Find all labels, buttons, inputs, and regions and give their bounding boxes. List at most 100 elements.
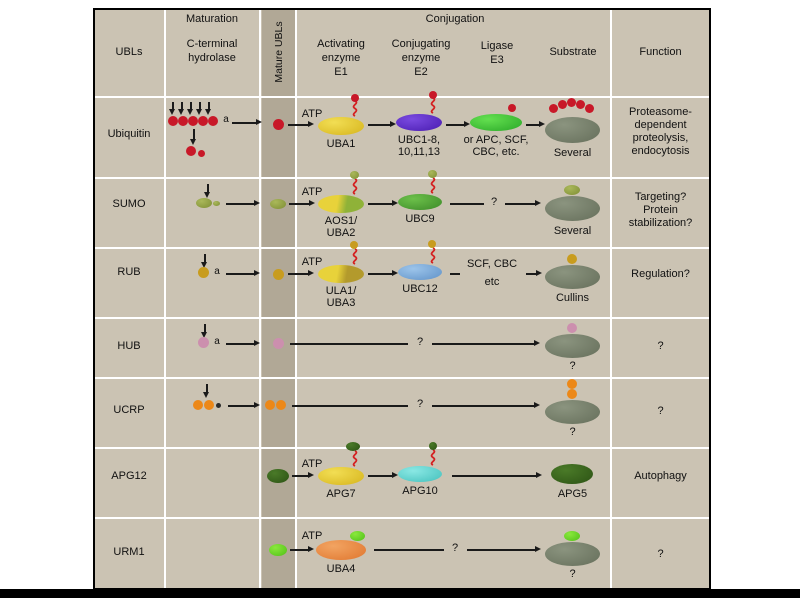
e1-enzyme-oval [318, 117, 364, 135]
e1-label-line2: UBA2 [326, 227, 356, 239]
sumo-dot [564, 185, 580, 195]
row-apg12-label: APG12 [111, 470, 147, 482]
atp-label: ATP [301, 108, 323, 120]
ubiquitin-dot [508, 104, 516, 112]
e1-label-line1: ULA1/ [325, 285, 357, 297]
rub-dot [350, 241, 358, 249]
arrow-down-icon [201, 324, 207, 338]
row-rub-label: RUB [117, 266, 141, 278]
function-line1: ? [657, 548, 664, 560]
pathway-line [450, 273, 460, 275]
substrate-label: Several [553, 225, 592, 237]
ubiquitin-dot [558, 100, 567, 109]
column-divider [259, 10, 261, 588]
thioester-bond-icon [427, 247, 439, 264]
apg12-dot [346, 442, 360, 451]
row-divider [95, 177, 709, 179]
row-divider [95, 247, 709, 249]
arrow-right-icon [432, 340, 540, 346]
arrow-right-icon [292, 472, 314, 478]
header-e2-line1: Conjugating [391, 38, 451, 50]
arrow-right-icon [226, 270, 260, 276]
question-mark: ? [416, 398, 424, 410]
rub-dot [567, 254, 577, 264]
e3-label-line2: etc [484, 276, 500, 288]
substrate-label: APG5 [557, 488, 588, 500]
ubiquitin-chain-dot [208, 116, 218, 126]
arrow-down-icon [201, 254, 207, 268]
header-hydrolase-line1: C-terminal [186, 38, 238, 50]
thioester-bond-icon [349, 100, 361, 117]
thioester-bond-icon [427, 97, 439, 114]
substrate-question: ? [569, 360, 576, 372]
mature-ubiquitin-dot [273, 119, 284, 130]
rub-dot [428, 240, 436, 248]
precursor-tail [213, 201, 220, 206]
sumo-dot [428, 170, 437, 178]
ubiquitin-dot [567, 98, 576, 107]
e2-label: UBC12 [402, 283, 438, 295]
urm1-dot [350, 531, 365, 541]
row-divider [95, 517, 709, 519]
diagram-panel [93, 8, 711, 590]
function-line2: Protein [643, 204, 678, 216]
thioester-bond-icon [427, 177, 439, 194]
function-line1: Autophagy [634, 470, 687, 482]
arrow-down-icon [169, 102, 175, 115]
arrow-right-icon [432, 402, 540, 408]
precursor-a-label: a [214, 336, 220, 347]
function-line4: endocytosis [631, 145, 690, 157]
ucrp-dot [567, 389, 577, 399]
ubiquitin-dot [351, 94, 359, 102]
header-e3-line2: E3 [490, 54, 504, 66]
pathway-line [374, 549, 444, 551]
ucrp-dot [567, 379, 577, 389]
mature-urm1-oval [269, 544, 287, 556]
ubiquitin-dot [429, 91, 437, 99]
bottom-border-bar [0, 589, 800, 598]
thioester-bond-icon [349, 178, 361, 195]
e2-label: APG10 [402, 485, 438, 497]
e2-label-line1: UBC1-8, [397, 134, 441, 146]
substrate-oval [545, 196, 600, 221]
arrow-right-icon [526, 121, 545, 127]
e1-enzyme-oval [318, 467, 364, 485]
arrow-down-icon [187, 102, 193, 115]
cleaved-ubiquitin-dot [186, 146, 196, 156]
arrow-right-icon [290, 546, 314, 552]
ubiquitin-dot [585, 104, 594, 113]
precursor-tail-dot [216, 403, 221, 408]
function-line1: Targeting? [634, 191, 687, 203]
ubiquitin-chain-dot [178, 116, 188, 126]
e2-enzyme-oval [398, 466, 442, 482]
arrow-right-icon [289, 200, 315, 206]
header-hydrolase-line2: hydrolase [188, 52, 236, 64]
sumo-precursor-oval [196, 198, 212, 208]
arrow-right-icon [368, 472, 398, 478]
hub-dot [567, 323, 577, 333]
ubiquitin-chain-dot [188, 116, 198, 126]
thioester-bond-icon [349, 450, 361, 467]
mature-ubls-strip [262, 10, 295, 588]
row-divider [95, 96, 709, 98]
e1-label: UBA4 [326, 563, 356, 575]
arrow-right-icon [505, 200, 541, 206]
header-maturation: Maturation [186, 13, 238, 25]
row-divider [95, 377, 709, 379]
rub-precursor-dot [198, 267, 209, 278]
e2-enzyme-oval [396, 114, 442, 131]
mature-hub-dot [273, 338, 284, 349]
header-e3-line1: Ligase [480, 40, 514, 52]
header-e1-line2: enzyme [321, 52, 361, 64]
mature-sumo-oval [270, 199, 286, 209]
header-e2-line3: E2 [414, 66, 428, 78]
header-ubls: UBLs [115, 46, 143, 58]
e3-label-line2: CBC, etc. [472, 146, 520, 158]
e1-label: APG7 [326, 488, 356, 500]
arrow-down-icon [196, 102, 202, 115]
mature-ucrp-dot [276, 400, 286, 410]
arrow-right-icon [446, 121, 470, 127]
ubiquitin-chain-dot [168, 116, 178, 126]
apg12-dot [429, 442, 437, 450]
function-line3: proteolysis, [632, 132, 689, 144]
